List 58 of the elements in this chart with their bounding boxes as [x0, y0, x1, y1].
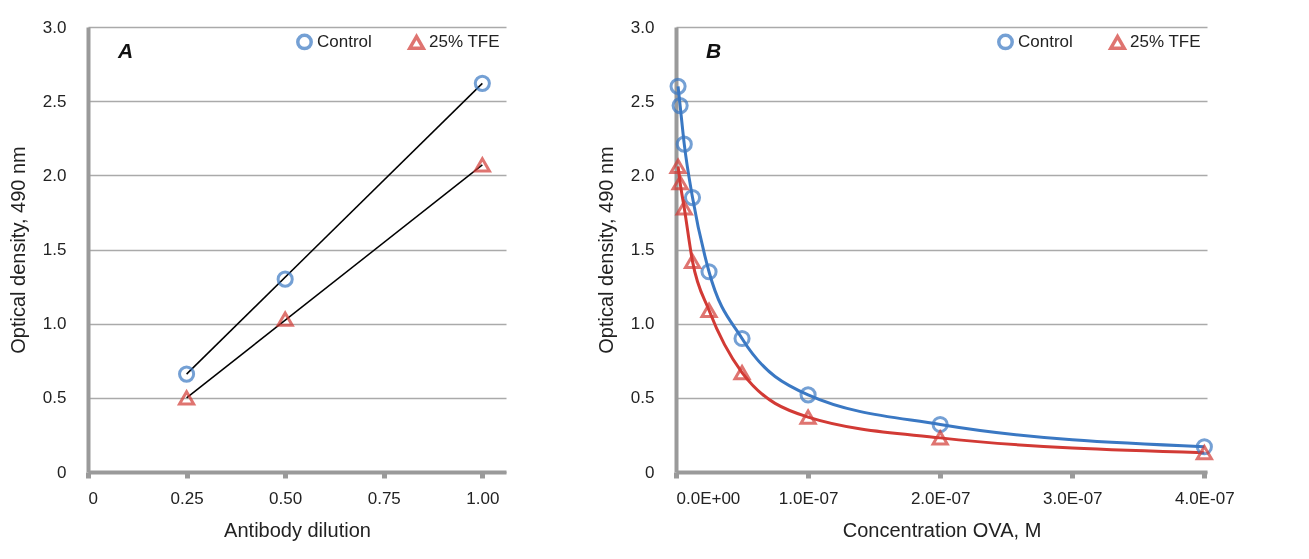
y-tick-label: 1.0: [630, 314, 655, 334]
point: [700, 263, 718, 281]
point: [671, 97, 689, 115]
point: [669, 158, 687, 175]
point: [178, 365, 196, 383]
point: [473, 157, 491, 173]
y-tick-label: 0.5: [42, 388, 67, 408]
x-tick-label: 0.75: [367, 488, 401, 508]
point: [1195, 445, 1213, 461]
text: A: [117, 39, 134, 62]
legend-label: 25% TFE: [1130, 32, 1201, 52]
y-tick-label: 2.5: [42, 91, 67, 111]
y-tick-label: 0.5: [630, 388, 655, 408]
point: [931, 430, 949, 446]
x-axis-title: Antibody dilution: [224, 518, 371, 541]
point: [733, 329, 751, 348]
x-tick-label: 1.0E-07: [778, 488, 839, 508]
point: [473, 74, 491, 92]
text: B: [706, 39, 722, 62]
point: [178, 390, 196, 406]
y-tick-label: 1.5: [42, 240, 67, 259]
point: [276, 311, 294, 327]
x-tick-label: 0.0E+00: [676, 488, 741, 508]
legend-label: Control: [317, 31, 372, 51]
x-axis-title: Concentration OVA, M: [842, 518, 1042, 541]
legend-label: 25% TFE: [429, 32, 500, 52]
point: [799, 409, 817, 425]
point: [683, 189, 702, 207]
x-tick-label: 1.00: [466, 488, 500, 508]
y-axis-title: Optical density, 490 nm: [594, 146, 617, 354]
point: [700, 302, 718, 318]
point: [799, 386, 817, 404]
x-tick-label: 0.50: [269, 488, 303, 508]
legend-label: Control: [1018, 31, 1073, 51]
point: [675, 135, 693, 153]
point: [1195, 438, 1213, 456]
point: [669, 77, 687, 95]
y-tick-label: 0: [57, 462, 67, 482]
x-tick-label: 3.0E-07: [1043, 488, 1103, 508]
point: [671, 175, 689, 191]
point: [683, 253, 702, 269]
y-axis-title: Optical density, 490 nm: [6, 146, 29, 354]
y-tick-label: 2.0: [630, 165, 655, 185]
point: [276, 270, 294, 288]
x-tick-label: 4.0E-07: [1175, 488, 1235, 508]
point: [675, 200, 693, 216]
y-tick-label: 3.0: [630, 17, 655, 37]
y-tick-label: 3.0: [42, 17, 67, 37]
x-tick-label: 2.0E-07: [910, 488, 971, 508]
y-tick-label: 1.0: [42, 314, 67, 334]
x-tick-label: 0: [88, 488, 98, 508]
y-tick-label: 1.5: [630, 240, 655, 259]
x-tick-label: 0.25: [170, 488, 204, 508]
y-tick-label: 2.5: [630, 91, 655, 111]
point: [733, 364, 751, 381]
y-tick-label: 2.0: [42, 165, 67, 185]
point: [931, 415, 949, 434]
y-tick-label: 0: [645, 462, 655, 482]
